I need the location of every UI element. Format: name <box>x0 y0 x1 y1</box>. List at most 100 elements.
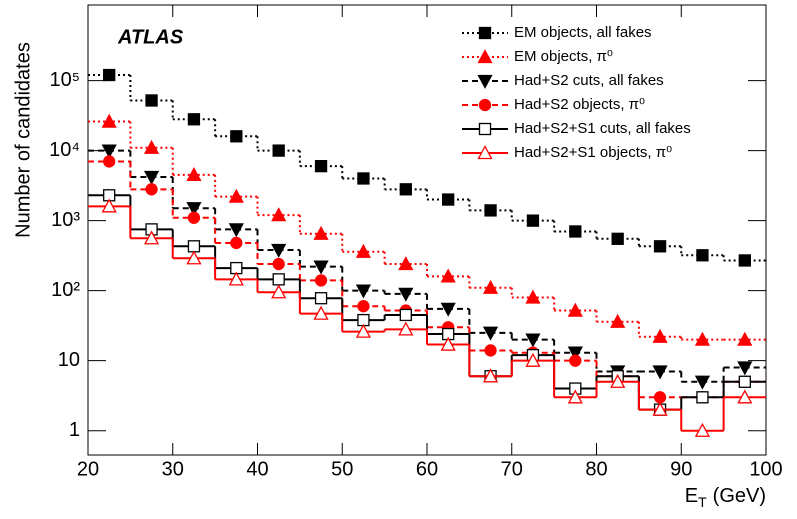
marker <box>357 172 370 185</box>
x-tick-label: 90 <box>670 458 692 480</box>
marker <box>314 292 328 305</box>
y-tick-label: 10 <box>58 349 80 371</box>
marker <box>738 254 751 267</box>
marker <box>652 401 668 416</box>
marker <box>228 271 244 286</box>
x-tick-label: 70 <box>501 458 523 480</box>
marker <box>103 68 116 82</box>
marker <box>482 368 499 383</box>
marker <box>567 389 583 404</box>
legend-label: Had+S2+S1 cuts, all fakes <box>514 120 691 137</box>
series <box>88 198 766 437</box>
marker <box>526 214 540 227</box>
marker <box>101 113 117 128</box>
marker <box>567 302 583 317</box>
legend-label: Had+S2+S1 objects, π⁰ <box>514 144 672 161</box>
marker <box>357 300 370 313</box>
marker <box>610 373 626 388</box>
x-axis-label-sub: T <box>698 494 707 510</box>
plot-frame <box>87 4 767 456</box>
marker <box>525 289 541 304</box>
marker <box>696 391 709 404</box>
x-axis-label: ET (GeV) <box>685 485 766 509</box>
marker <box>398 321 414 336</box>
marker <box>186 167 202 182</box>
series <box>88 144 766 390</box>
marker <box>272 273 285 286</box>
y-tick-label: 10³ <box>51 209 80 231</box>
legend-label: Had+S2 cuts, all fakes <box>514 72 664 89</box>
y-tick-label: 10⁴ <box>49 139 80 161</box>
series <box>88 113 766 346</box>
x-tick-label: 20 <box>77 458 99 480</box>
marker <box>145 183 158 196</box>
marker <box>737 331 753 346</box>
marker <box>272 257 285 271</box>
marker <box>103 155 116 168</box>
y-tick-label: 10² <box>51 279 80 301</box>
marker <box>187 113 201 126</box>
marker <box>145 94 158 107</box>
marker <box>143 139 160 154</box>
marker <box>694 375 711 390</box>
marker <box>652 365 668 380</box>
marker <box>313 260 329 275</box>
y-axis-label: Number of candidates <box>12 42 34 238</box>
marker <box>314 274 328 287</box>
legend-marker <box>478 26 492 40</box>
marker <box>355 323 372 338</box>
annotation: ATLAS <box>117 26 184 48</box>
marker <box>569 225 582 238</box>
marker <box>525 333 541 348</box>
marker <box>271 207 287 222</box>
marker <box>440 302 456 317</box>
marker <box>652 328 668 343</box>
marker <box>440 336 456 351</box>
marker <box>482 279 499 294</box>
marker <box>398 287 414 302</box>
legend-marker <box>478 98 492 112</box>
marker <box>186 250 202 265</box>
marker <box>272 144 285 157</box>
marker <box>738 375 751 388</box>
x-tick-label: 100 <box>749 458 782 480</box>
marker <box>271 243 287 258</box>
x-tick-label: 60 <box>416 458 438 480</box>
marker <box>228 188 244 203</box>
marker <box>484 204 497 217</box>
x-axis-label-unit: (GeV) <box>713 485 766 507</box>
marker <box>611 232 624 245</box>
marker <box>398 256 414 271</box>
marker <box>313 225 329 240</box>
marker <box>271 284 287 299</box>
marker <box>143 170 160 185</box>
marker <box>440 268 456 283</box>
legend-marker <box>477 74 493 89</box>
series <box>88 68 766 267</box>
marker <box>399 183 412 196</box>
marker <box>314 159 328 173</box>
x-axis-label-main: E <box>685 485 698 507</box>
x-tick-label: 80 <box>585 458 607 480</box>
x-tick-label: 50 <box>331 458 353 480</box>
marker <box>737 361 753 376</box>
marker <box>610 313 626 328</box>
legend-marker <box>477 49 493 64</box>
marker <box>230 236 243 250</box>
marker <box>101 198 117 213</box>
marker <box>653 240 667 253</box>
marker <box>694 331 711 346</box>
marker <box>442 193 455 206</box>
marker <box>737 389 753 404</box>
marker <box>525 352 541 367</box>
marker <box>399 308 412 322</box>
marker <box>313 305 329 320</box>
legend-label: Had+S2 objects, π⁰ <box>514 96 645 113</box>
marker <box>694 422 711 437</box>
marker <box>484 344 497 357</box>
x-tick-label: 40 <box>246 458 268 480</box>
legend-label: EM objects, π⁰ <box>514 48 613 65</box>
marker <box>143 230 160 245</box>
y-tick-label: 1 <box>69 419 80 441</box>
marker <box>653 391 667 404</box>
